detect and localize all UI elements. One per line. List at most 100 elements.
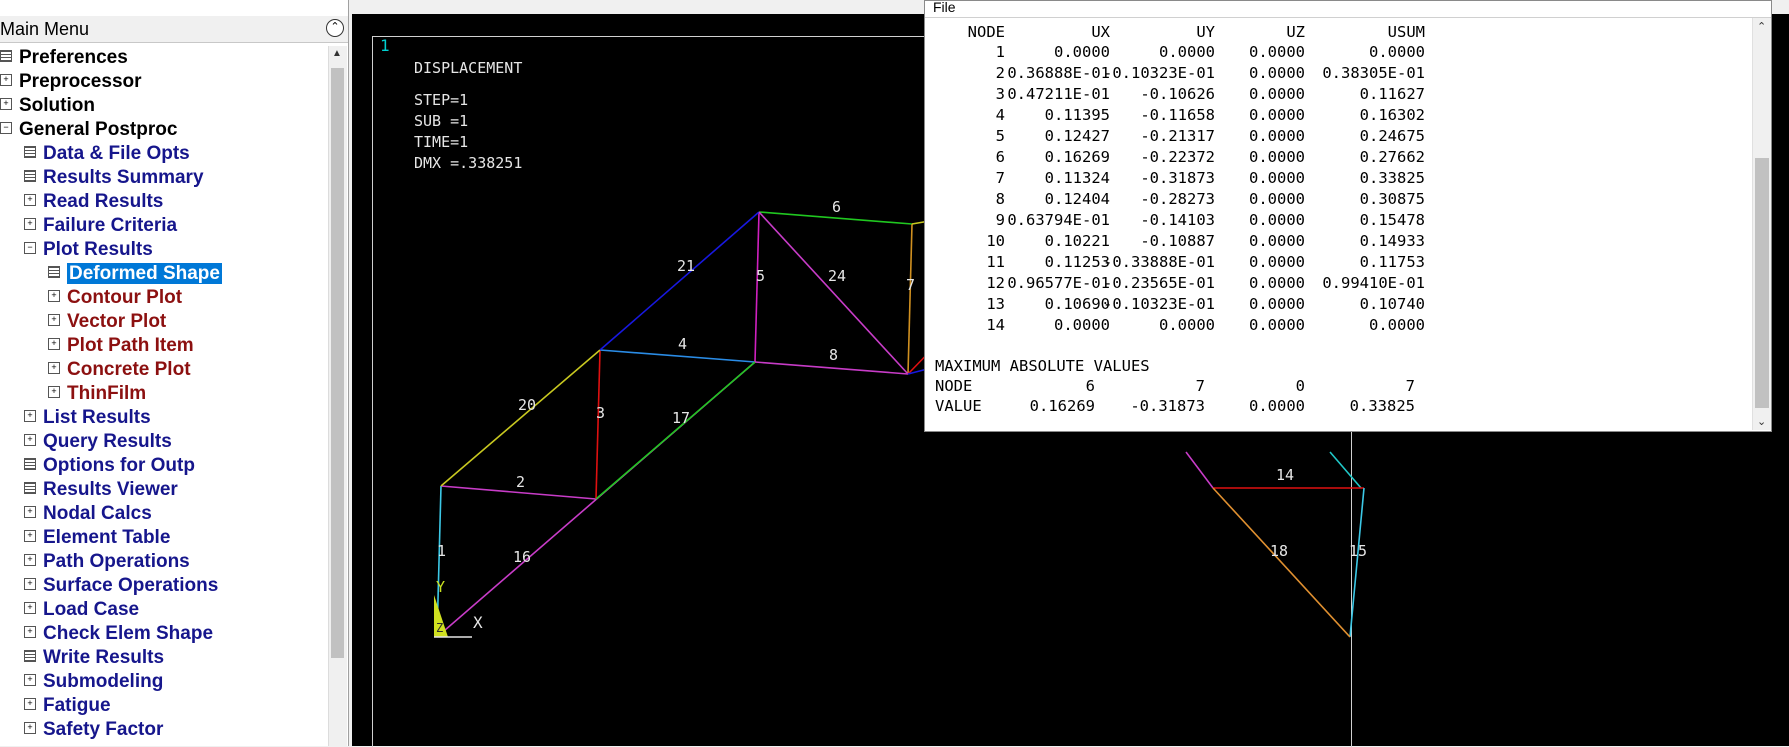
expand-icon[interactable]: +: [24, 193, 36, 206]
table-cell: 0.16269: [1044, 148, 1110, 166]
table-cell: 4: [995, 106, 1005, 124]
table-cell: 3: [995, 85, 1005, 103]
expand-icon[interactable]: +: [48, 361, 60, 374]
table-cell: 0.0000: [1159, 316, 1215, 334]
nodal-displacement-list-window[interactable]: File NODE UX UY UZ USUM 1 0.0000 0.0000 0.0000 0.…: [924, 0, 1772, 432]
expand-icon[interactable]: +: [24, 505, 36, 518]
menu-item-label: Solution: [19, 95, 95, 116]
table-cell: 0.0000: [1054, 316, 1110, 334]
menu-item-data-file-opts[interactable]: Data & File Opts: [24, 142, 190, 166]
menu-item-preprocessor[interactable]: + Preprocessor: [0, 70, 142, 94]
menu-item-concrete-plot[interactable]: + Concrete Plot: [48, 358, 191, 382]
menu-item-check-elem-shape[interactable]: + Check Elem Shape: [24, 622, 213, 646]
menu-item-plot-results[interactable]: − Plot Results: [24, 238, 153, 262]
menu-item-list-results[interactable]: + List Results: [24, 406, 151, 430]
menu-item-label: Nodal Calcs: [43, 503, 152, 524]
menu-item-label: Fatigue: [43, 695, 111, 716]
menu-function-icon[interactable]: [24, 457, 36, 470]
file-menu[interactable]: File: [933, 0, 956, 15]
collapse-icon[interactable]: −: [0, 121, 12, 134]
table-cell: 0.16269: [1029, 397, 1095, 415]
menu-function-icon[interactable]: [24, 481, 36, 494]
expand-icon[interactable]: +: [24, 625, 36, 638]
expand-icon[interactable]: +: [48, 289, 60, 302]
table-cell: 11: [986, 253, 1005, 271]
plot-title: DISPLACEMENT: [414, 59, 523, 77]
menu-scrollbar-thumb[interactable]: [331, 68, 344, 658]
table-cell: 0.0000: [1249, 127, 1305, 145]
expand-icon[interactable]: +: [0, 97, 12, 110]
menu-item-contour-plot[interactable]: + Contour Plot: [48, 286, 182, 310]
menu-function-icon[interactable]: [24, 169, 36, 182]
menu-item-label: Vector Plot: [67, 311, 167, 332]
menu-item-results-summary[interactable]: Results Summary: [24, 166, 204, 190]
menu-item-plot-path-item[interactable]: + Plot Path Item: [48, 334, 194, 358]
scroll-up-icon[interactable]: ⌃: [1757, 21, 1767, 33]
scroll-up-icon[interactable]: ▲: [332, 48, 342, 59]
table-cell: -0.23565E-01: [1103, 274, 1215, 292]
collapse-icon[interactable]: −: [24, 241, 36, 254]
scroll-down-icon[interactable]: ⌄: [1757, 416, 1767, 428]
menu-function-icon[interactable]: [48, 265, 60, 278]
menu-item-fatigue[interactable]: + Fatigue: [24, 694, 111, 718]
menu-item-label: Write Results: [43, 647, 165, 668]
expand-icon[interactable]: +: [24, 553, 36, 566]
global-axes-triad: X Y Z: [434, 578, 483, 638]
menu-item-general-postproc[interactable]: − General Postproc: [0, 118, 177, 142]
table-cell: 0.10221: [1044, 232, 1110, 250]
table-cell: 0.0000: [1369, 43, 1425, 61]
menu-item-label: Plot Path Item: [67, 335, 194, 356]
menu-item-safety-factor[interactable]: + Safety Factor: [24, 718, 163, 742]
menu-item-options-for-outp[interactable]: Options for Outp: [24, 454, 195, 478]
menu-item-solution[interactable]: + Solution: [0, 94, 95, 118]
expand-icon[interactable]: +: [24, 577, 36, 590]
table-cell: 0.0000: [1249, 43, 1305, 61]
menu-item-element-table[interactable]: + Element Table: [24, 526, 170, 550]
expand-icon[interactable]: +: [24, 433, 36, 446]
table-cell: 7: [1405, 377, 1415, 395]
menu-function-icon[interactable]: [0, 49, 12, 62]
table-cell: 0.38305E-01: [1322, 64, 1425, 82]
collapse-menu-icon[interactable]: ⌃: [326, 19, 344, 37]
menu-item-query-results[interactable]: + Query Results: [24, 430, 172, 454]
expand-icon[interactable]: +: [24, 409, 36, 422]
menu-item-results-viewer[interactable]: Results Viewer: [24, 478, 178, 502]
table-cell: 0.0000: [1249, 316, 1305, 334]
table-cell: 0.33825: [1359, 169, 1425, 187]
menu-item-thinfilm[interactable]: + ThinFilm: [48, 382, 146, 406]
table-cell: 0.0000: [1249, 64, 1305, 82]
menu-item-load-case[interactable]: + Load Case: [24, 598, 139, 622]
table-cell: -0.31873: [1130, 397, 1205, 415]
table-cell: 1: [995, 43, 1005, 61]
expand-icon[interactable]: +: [24, 601, 36, 614]
expand-icon[interactable]: +: [48, 337, 60, 350]
menu-item-preferences[interactable]: Preferences: [0, 46, 128, 70]
menu-item-path-operations[interactable]: + Path Operations: [24, 550, 190, 574]
menu-item-nodal-calcs[interactable]: + Nodal Calcs: [24, 502, 152, 526]
expand-icon[interactable]: +: [48, 385, 60, 398]
expand-icon[interactable]: +: [24, 529, 36, 542]
expand-icon[interactable]: +: [24, 697, 36, 710]
menu-item-failure-criteria[interactable]: + Failure Criteria: [24, 214, 177, 238]
expand-icon[interactable]: +: [48, 313, 60, 326]
menu-item-write-results[interactable]: Write Results: [24, 646, 164, 670]
table-cell: 0.0000: [1369, 316, 1425, 334]
menu-function-icon[interactable]: [24, 145, 36, 158]
menu-scrollbar[interactable]: ▲: [328, 46, 347, 746]
menu-item-surface-operations[interactable]: + Surface Operations: [24, 574, 218, 598]
list-scrollbar-thumb[interactable]: [1755, 158, 1769, 408]
expand-icon[interactable]: +: [24, 721, 36, 734]
menu-function-icon[interactable]: [24, 649, 36, 662]
expand-icon[interactable]: +: [0, 73, 12, 86]
element-label: 8: [829, 346, 838, 364]
menu-item-submodeling[interactable]: + Submodeling: [24, 670, 163, 694]
menu-item-label: Data & File Opts: [43, 143, 190, 164]
menu-item-vector-plot[interactable]: + Vector Plot: [48, 310, 166, 334]
table-cell: 5: [995, 127, 1005, 145]
expand-icon[interactable]: +: [24, 673, 36, 686]
expand-icon[interactable]: +: [24, 217, 36, 230]
menu-item-label: Concrete Plot: [67, 359, 191, 380]
menu-item-read-results[interactable]: + Read Results: [24, 190, 163, 214]
list-scrollbar[interactable]: ⌃ ⌄: [1752, 18, 1771, 430]
menu-item-deformed-shape[interactable]: Deformed Shape: [48, 262, 222, 286]
